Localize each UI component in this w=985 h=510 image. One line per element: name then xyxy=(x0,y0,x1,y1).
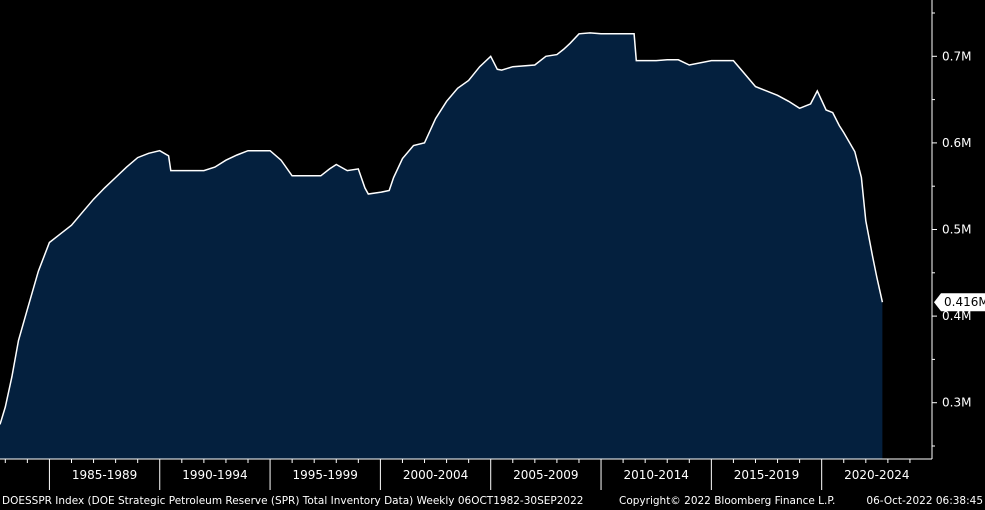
y-tick-label: 0.7M xyxy=(942,49,971,63)
x-tick-label: 2000-2004 xyxy=(403,468,468,482)
x-tick-label: 1990-1994 xyxy=(182,468,247,482)
y-axis-ticks: 0.3M 0.4M 0.5M 0.6M 0.7M xyxy=(932,12,971,447)
series-description: DOESSPR Index (DOE Strategic Petroleum R… xyxy=(2,495,584,507)
x-tick-label: 2010-2014 xyxy=(623,468,688,482)
last-value-label: 0.416M xyxy=(944,295,985,309)
x-tick-label: 1985-1989 xyxy=(72,468,137,482)
y-tick-label: 0.5M xyxy=(942,223,971,237)
x-tick-label: 2005-2009 xyxy=(513,468,578,482)
inventory-area xyxy=(0,32,883,460)
x-tick-label: 2020-2024 xyxy=(844,468,909,482)
spr-inventory-chart: 0.3M0.4M0.5M0.6M0.7M 1985-1989 1990-1994 1… xyxy=(0,0,985,490)
y-tick-label: 0.6M xyxy=(942,136,971,150)
x-axis-ticks: 1985-1989 1990-1994 1995-1999 2000-2004 2005… xyxy=(4,459,911,490)
x-tick-label: 1995-1999 xyxy=(293,468,358,482)
y-tick-label: 0.3M xyxy=(942,396,971,410)
y-tick-label: 0.4M xyxy=(942,309,971,323)
x-tick-label: 2015-2019 xyxy=(734,468,799,482)
inventory-line xyxy=(0,32,884,425)
copyright-notice: Copyright© 2022 Bloomberg Finance L.P. xyxy=(619,495,836,507)
last-value-badge: 0.416M xyxy=(934,293,985,312)
footer-bar: DOESSPR Index (DOE Strategic Petroleum R… xyxy=(0,492,985,510)
timestamp: 06-Oct-2022 06:38:45 xyxy=(866,495,983,507)
last-value-badge-shape xyxy=(934,293,985,312)
